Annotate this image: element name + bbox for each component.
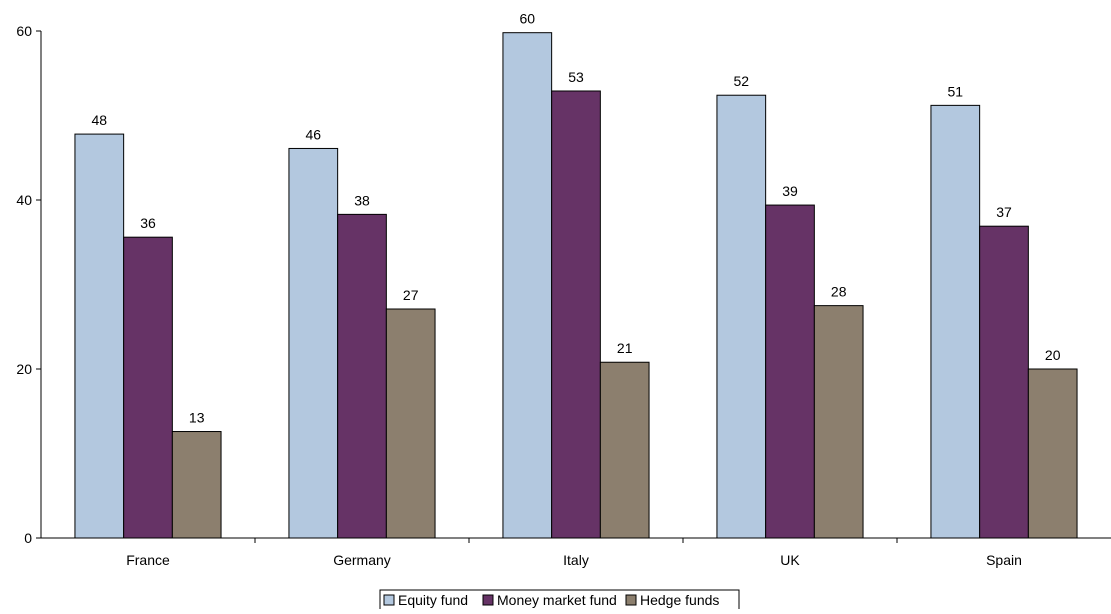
- data-label: 38: [354, 192, 370, 208]
- bar-money-market-fund: [979, 225, 1029, 539]
- y-tick-label: 40: [16, 192, 32, 208]
- legend-swatch: [383, 594, 395, 606]
- data-label: 48: [92, 112, 108, 128]
- x-category-label: Spain: [986, 552, 1022, 568]
- data-label: 51: [948, 83, 964, 99]
- bar-equity-fund: [716, 94, 767, 539]
- bar-hedge-funds: [171, 431, 222, 539]
- data-label: 13: [189, 410, 205, 426]
- bar-equity-fund: [930, 104, 981, 539]
- data-labels: 48 36 13 46 38 27 60 53 21 52 39 28 51 37 20: [92, 11, 1061, 426]
- legend-label: Hedge funds: [640, 592, 719, 608]
- bars: [74, 32, 1078, 539]
- legend-label: Money market fund: [497, 592, 617, 608]
- bar-hedge-funds: [385, 308, 436, 539]
- data-label: 36: [140, 215, 156, 231]
- bar-equity-fund: [502, 32, 553, 539]
- legend-swatch: [482, 594, 494, 606]
- x-category-label: Italy: [563, 552, 589, 568]
- bar-money-market-fund: [765, 204, 815, 539]
- legend: Equity fund Money market fund Hedge funds: [379, 589, 740, 611]
- legend-label: Equity fund: [398, 592, 468, 608]
- x-category-label: Germany: [333, 552, 391, 568]
- bar-equity-fund: [288, 147, 339, 539]
- data-label: 27: [403, 287, 419, 303]
- data-label: 37: [996, 204, 1012, 220]
- y-tick-label: 20: [16, 361, 32, 377]
- x-category-label: France: [126, 552, 170, 568]
- y-tick-label: 0: [24, 530, 32, 546]
- bar-money-market-fund: [123, 236, 173, 539]
- data-label: 60: [520, 11, 536, 27]
- x-category-label: UK: [780, 552, 800, 568]
- data-label: 39: [782, 183, 798, 199]
- bar-money-market-fund: [551, 90, 601, 539]
- y-tick-label: 60: [16, 23, 32, 39]
- data-label: 21: [617, 340, 633, 356]
- data-label: 53: [568, 69, 584, 85]
- data-label: 46: [306, 126, 322, 142]
- data-label: 52: [734, 73, 750, 89]
- data-label: 28: [831, 284, 847, 300]
- bar-money-market-fund: [337, 213, 387, 539]
- bar-hedge-funds: [599, 361, 650, 539]
- legend-swatch: [625, 594, 637, 606]
- bar-equity-fund: [74, 133, 125, 539]
- bar-hedge-funds: [813, 305, 864, 539]
- bar-hedge-funds: [1027, 368, 1078, 539]
- data-label: 20: [1045, 347, 1061, 363]
